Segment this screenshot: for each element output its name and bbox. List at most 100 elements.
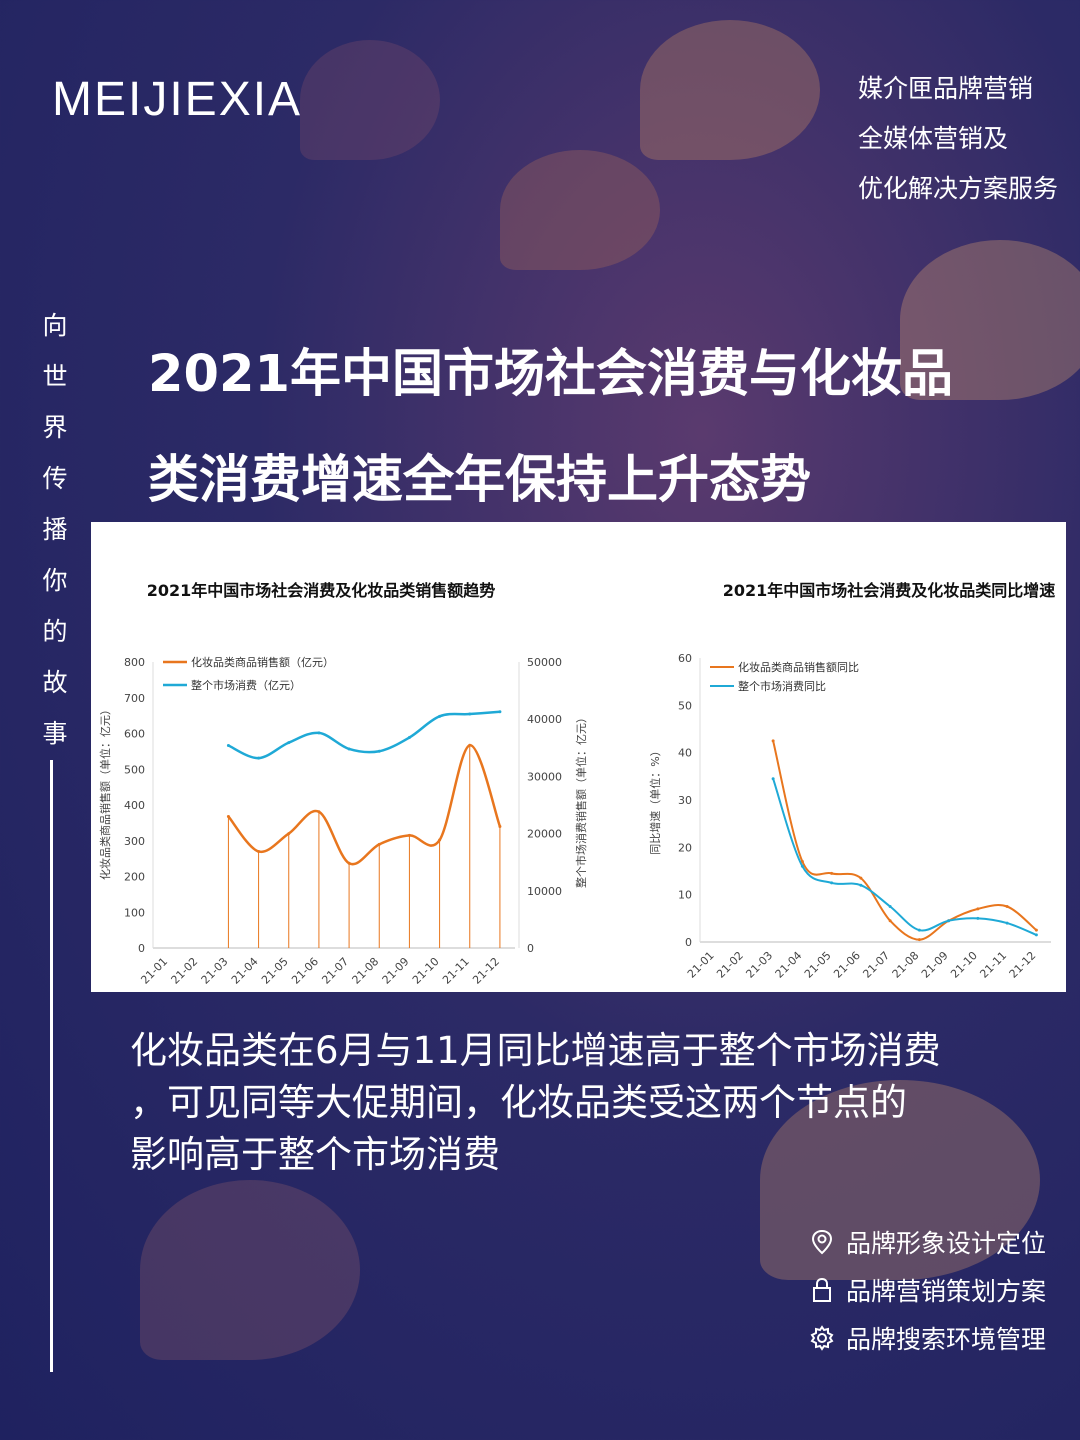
chart2-point xyxy=(947,919,951,923)
chart2-x-tick: 21-09 xyxy=(919,949,951,981)
chart2-point xyxy=(1005,921,1009,925)
chart1-point xyxy=(438,838,442,842)
chart1-right-tick: 10000 xyxy=(527,885,562,898)
slogan-char: 向 xyxy=(42,311,68,340)
body-text: 化妆品类在6月与11月同比增速高于整个市场消费 ，可见同等大促期间，化妆品类受这… xyxy=(130,1025,1070,1181)
chart2-x-tick: 21-12 xyxy=(1007,949,1039,981)
background-leaf xyxy=(760,1080,1040,1280)
services-list: 品牌形象设计定位 品牌营销策划方案 品牌搜索环境管理 xyxy=(808,1218,1046,1362)
chart1-point xyxy=(226,814,230,818)
chart2-x-tick: 21-01 xyxy=(685,949,717,981)
slogan-char: 传 xyxy=(42,464,68,493)
service-label: 品牌形象设计定位 xyxy=(846,1229,1047,1258)
slogan-char: 播 xyxy=(42,515,68,544)
chart1-point xyxy=(257,849,261,853)
tagline-line: 媒介匣品牌营销 xyxy=(858,74,1034,103)
chart1-point xyxy=(438,714,442,718)
location-pin-icon xyxy=(811,1229,833,1255)
chart1-point xyxy=(498,824,502,828)
chart2-point xyxy=(888,919,892,923)
chart2-x-tick: 21-08 xyxy=(890,949,922,981)
chart2-point xyxy=(976,907,980,911)
slogan-char: 界 xyxy=(42,413,68,442)
service-item: 品牌营销策划方案 xyxy=(808,1266,1046,1314)
chart2-point xyxy=(859,876,863,880)
background-leaf xyxy=(500,150,660,270)
chart2-point xyxy=(888,905,892,908)
chart2-series-line xyxy=(772,778,1037,936)
chart1-x-tick: 21-01 xyxy=(138,955,170,987)
chart1-left-tick: 600 xyxy=(124,728,145,741)
slogan-char: 故 xyxy=(42,668,68,697)
chart2-y-tick: 10 xyxy=(678,889,692,902)
chart2-point xyxy=(771,739,775,743)
lock-icon xyxy=(813,1277,831,1302)
chart1-point xyxy=(287,741,291,745)
headline-line: 2021年中国市场社会消费与化妆品 xyxy=(148,345,953,404)
chart1-left-tick: 0 xyxy=(138,942,145,955)
slogan-char: 的 xyxy=(42,617,68,646)
chart1-x-tick: 21-06 xyxy=(289,955,321,987)
chart1-x-tick: 21-02 xyxy=(169,955,201,987)
tagline-line: 全媒体营销及 xyxy=(858,124,1009,153)
chart1-left-tick: 500 xyxy=(124,763,145,776)
chart2-legend-label: 化妆品类商品销售额同比 xyxy=(738,660,859,674)
chart2-x-tick: 21-10 xyxy=(948,949,980,981)
chart1-point xyxy=(317,810,321,814)
chart1-x-tick: 21-03 xyxy=(199,955,231,987)
chart2-point xyxy=(859,883,863,887)
chart2-x-tick: 21-05 xyxy=(802,949,834,981)
chart1-point xyxy=(347,861,351,865)
chart2-series-line xyxy=(772,740,1038,941)
chart1-point xyxy=(287,832,291,836)
chart2-point xyxy=(771,777,775,781)
service-label: 品牌营销策划方案 xyxy=(846,1277,1047,1306)
chart1-left-tick: 200 xyxy=(124,871,145,884)
body-line: 化妆品类在6月与11月同比增速高于整个市场消费 xyxy=(130,1029,941,1072)
chart1-right-tick: 20000 xyxy=(527,828,562,841)
chart1-point xyxy=(498,710,502,714)
chart1-point xyxy=(317,731,321,735)
chart2-point xyxy=(830,871,834,875)
chart1-x-tick: 21-07 xyxy=(319,955,351,987)
chart2-x-tick: 21-04 xyxy=(773,949,805,981)
chart1-series-line xyxy=(227,710,501,760)
chart2-x-tick: 21-07 xyxy=(860,949,892,981)
chart1-point xyxy=(226,744,230,748)
chart1-x-tick: 21-10 xyxy=(410,955,442,987)
chart2-point xyxy=(830,881,834,885)
chart1-point xyxy=(468,743,472,747)
chart1-right-tick: 50000 xyxy=(527,656,562,669)
chart1-point xyxy=(407,736,411,740)
chart1-point xyxy=(407,833,411,837)
chart1-point xyxy=(377,842,381,846)
background-leaf xyxy=(640,20,820,160)
chart1-legend-label: 整个市场消费（亿元） xyxy=(191,678,301,692)
slogan-char: 事 xyxy=(42,719,68,748)
chart1-x-tick: 21-11 xyxy=(440,955,472,987)
chart2: 010203040506021-0121-0221-0321-0421-0521… xyxy=(678,652,1051,981)
chart1-x-tick: 21-12 xyxy=(470,955,502,987)
tagline-line: 优化解决方案服务 xyxy=(858,174,1059,203)
chart2-point xyxy=(917,928,921,932)
chart1-title: 2021年中国市场社会消费及化妆品类销售额趋势 xyxy=(147,581,496,600)
body-line: 影响高于整个市场消费 xyxy=(130,1133,500,1176)
chart1-left-tick: 400 xyxy=(124,799,145,812)
vertical-slogan: 向 世 界 传 播 你 的 故 事 xyxy=(40,300,70,759)
chart1-right-tick: 0 xyxy=(527,942,534,955)
background-leaf xyxy=(900,240,1080,400)
chart2-y-tick: 20 xyxy=(678,841,692,854)
chart1-x-tick: 21-04 xyxy=(229,955,261,987)
chart2-x-tick: 21-03 xyxy=(743,949,775,981)
chart1-x-tick: 21-09 xyxy=(380,955,412,987)
chart2-point xyxy=(800,864,804,868)
chart2-y-tick: 0 xyxy=(685,936,692,949)
vertical-divider xyxy=(50,760,53,1372)
chart2-x-tick: 21-11 xyxy=(977,949,1009,981)
chart2-point xyxy=(800,860,804,864)
chart2-axis-label: 同比增速（单位：%） xyxy=(648,745,662,854)
service-label: 品牌搜索环境管理 xyxy=(846,1325,1047,1354)
chart1-left-tick: 700 xyxy=(124,692,145,705)
chart1-point xyxy=(347,747,351,751)
chart1-legend-label: 化妆品类商品销售额（亿元） xyxy=(191,655,334,669)
